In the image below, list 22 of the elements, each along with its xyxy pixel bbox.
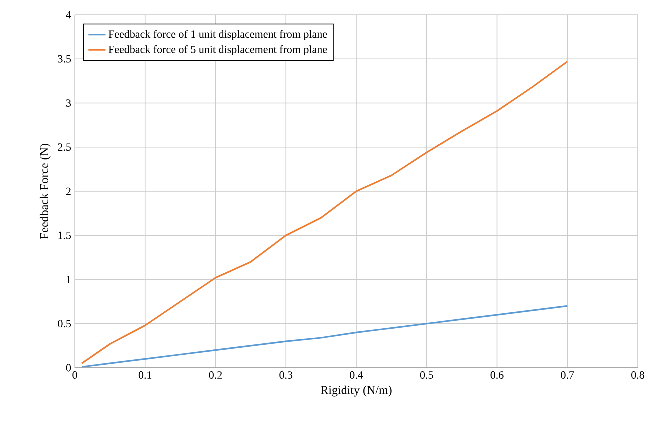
legend-label: Feedback force of 5 unit displacement from plane bbox=[108, 45, 328, 56]
x-tick-label: 0.1 bbox=[138, 372, 152, 380]
y-tick-label: 2.5 bbox=[58, 144, 72, 152]
x-tick-label: 0.3 bbox=[280, 372, 293, 380]
legend-label: Feedback force of 1 unit displacement from plane bbox=[108, 30, 328, 40]
y-tick-label: 1 bbox=[66, 276, 71, 284]
y-axis-title: Feedback Force (N) bbox=[40, 144, 51, 240]
x-tick-label: 0 bbox=[72, 372, 78, 379]
x-tick-label: 0.5 bbox=[420, 372, 434, 380]
y-tick-label: 1.5 bbox=[58, 232, 72, 240]
y-tick-label: 4 bbox=[66, 11, 72, 19]
y-tick-label: 0.5 bbox=[58, 320, 72, 328]
y-tick-label: 0 bbox=[66, 364, 72, 372]
x-tick-label: 0.8 bbox=[632, 372, 644, 380]
x-tick-label: 0.7 bbox=[561, 372, 574, 380]
x-tick-label: 0.2 bbox=[209, 372, 222, 380]
x-tick-label: 0.4 bbox=[350, 372, 364, 380]
x-tick-label: 0.6 bbox=[490, 372, 504, 380]
y-tick-label: 3.5 bbox=[58, 55, 72, 63]
y-tick-label: 3 bbox=[66, 100, 72, 107]
y-tick-label: 2 bbox=[66, 188, 71, 196]
x-axis-title: Rigidity (N/m) bbox=[321, 386, 392, 397]
